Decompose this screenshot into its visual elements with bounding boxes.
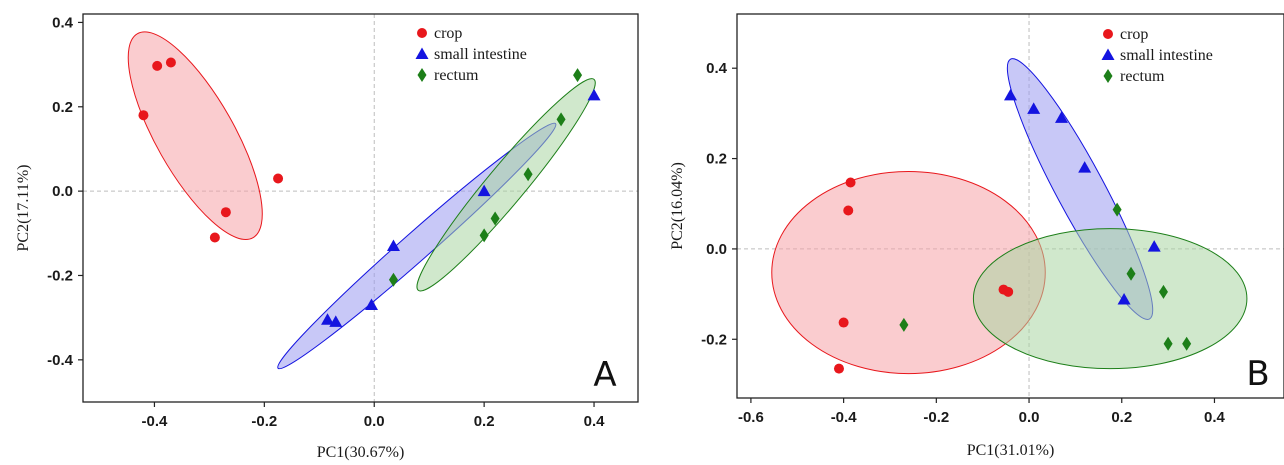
x-axis-label: PC1(30.67%) [317,444,405,461]
point-crop [152,60,163,71]
point-small-intestine [1027,102,1041,114]
legend-label-crop: crop [1120,26,1148,43]
y-tick-label: 0.2 [52,99,73,116]
point-small-intestine [364,298,378,310]
y-tick-label: 0.0 [706,241,727,258]
point-rectum [1182,336,1192,351]
point-small-intestine [477,184,491,197]
y-tick-label: 0.4 [52,14,74,31]
legend-label-rectum: rectum [1120,68,1165,85]
y-tick-label: -0.2 [701,331,727,348]
legend-marker-rectum [417,68,427,82]
point-rectum [1158,284,1168,299]
panel-letter: B [1246,354,1269,394]
x-tick-label: -0.4 [142,413,169,430]
legend: crop small intestine rectum [1101,26,1213,85]
legend-marker-small-intestine [415,47,429,59]
ellipse-rectum [416,78,596,292]
point-small-intestine [329,315,343,327]
x-tick-label: 0.2 [1111,409,1132,426]
point-crop [165,57,176,68]
x-tick-label: 0.4 [1204,409,1226,426]
point-crop [1003,286,1014,297]
panel-letter: A [593,355,616,395]
y-tick-label: -0.2 [47,267,73,284]
x-axis-label: PC1(31.01%) [967,442,1055,459]
x-tick-label: -0.2 [923,409,949,426]
legend-label-crop: crop [434,25,462,42]
plot-area [83,14,638,402]
point-rectum [556,112,566,127]
x-tick-label: 0.0 [364,413,385,430]
y-tick-label: 0.0 [52,183,73,200]
legend-marker-crop [1103,29,1113,39]
pca-panel-b: -0.6 -0.4 -0.2 0.0 0.2 0.4 -0.2 0.0 0.2 0.4 PC1(31… [669,13,1284,459]
point-rectum [523,167,533,182]
y-axis-label: PC2(17.11%) [15,165,32,252]
pca-panel-a: -0.4 -0.2 0.0 0.2 0.4 -0.4 -0.2 0.0 0.2 0.4 PC1(30… [15,13,639,461]
legend-label-rectum: rectum [434,67,479,84]
x-tick-label: -0.6 [738,409,764,426]
point-crop [845,177,856,188]
x-tick-label: 0.0 [1019,409,1040,426]
point-small-intestine [1147,240,1161,252]
point-rectum [479,228,489,243]
point-rectum [1112,202,1122,217]
point-small-intestine [386,239,400,251]
x-tick-label: 0.2 [474,413,495,430]
point-rectum [388,272,398,287]
legend: crop small intestine rectum [415,25,527,84]
point-rectum [1163,336,1173,351]
y-axis-label: PC2(16.04%) [669,162,686,250]
plot-frame [736,13,1284,399]
point-rectum [1126,266,1136,281]
ellipse-rectum [972,228,1248,370]
x-tick-label: -0.2 [251,413,277,430]
point-small-intestine [1004,88,1017,101]
point-crop [838,317,849,328]
legend-label-small-intestine: small intestine [434,46,527,63]
x-tick-label: -0.4 [831,409,858,426]
plot-frame [82,13,639,403]
ellipse-crop [127,31,263,240]
legend-marker-rectum [1103,69,1113,83]
point-crop [843,205,854,216]
y-tick-label: 0.4 [706,60,728,77]
legend-marker-small-intestine [1101,48,1115,60]
point-crop [833,363,844,374]
point-small-intestine [1117,293,1131,305]
point-rectum [899,317,909,332]
point-rectum [573,68,583,83]
legend-label-small-intestine: small intestine [1120,47,1213,64]
point-rectum [490,211,500,226]
y-tick-label: -0.4 [47,352,74,369]
x-tick-label: 0.4 [584,413,606,430]
point-crop [220,207,231,218]
point-crop [209,232,220,243]
point-small-intestine [1054,111,1068,123]
point-crop [273,173,284,184]
plot-area [737,14,1284,398]
point-small-intestine [587,88,601,101]
point-small-intestine [1078,161,1092,173]
y-tick-label: 0.2 [706,151,727,168]
legend-marker-crop [417,28,427,38]
point-small-intestine [321,313,335,325]
point-crop [138,110,149,121]
